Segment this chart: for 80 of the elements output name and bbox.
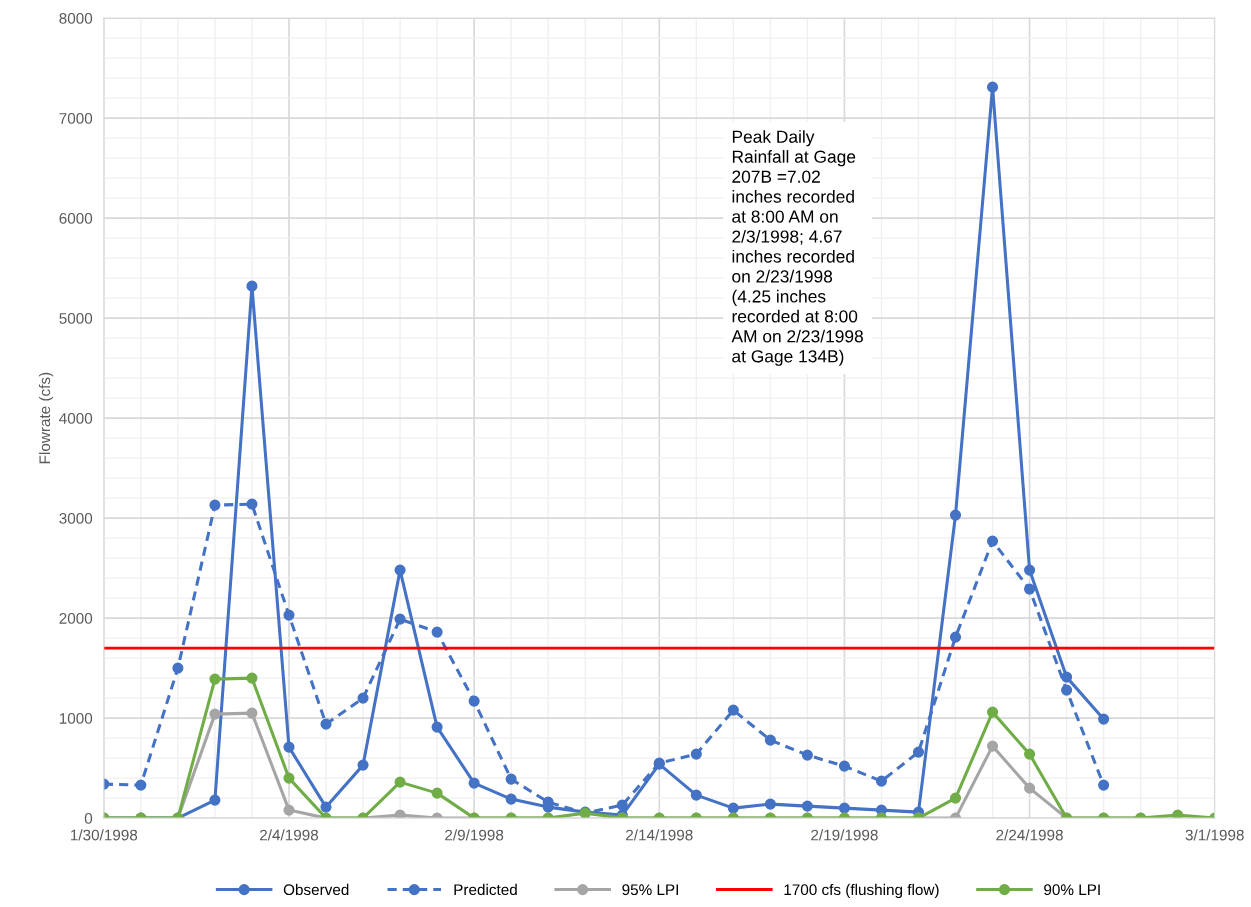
legend-label: 1700 cfs (flushing flow) — [784, 883, 939, 899]
point — [283, 772, 295, 784]
point — [1061, 671, 1073, 683]
point — [283, 609, 295, 621]
point — [431, 721, 443, 733]
point — [1061, 684, 1073, 696]
point — [838, 802, 850, 814]
point — [690, 789, 702, 801]
x-tick-label: 2/19/1998 — [811, 829, 878, 841]
point — [172, 662, 184, 674]
point — [986, 81, 999, 93]
point — [394, 613, 406, 625]
point — [801, 749, 813, 761]
y-tick-label: 2000 — [59, 612, 93, 624]
point — [727, 802, 739, 814]
point — [431, 626, 443, 638]
point — [209, 708, 221, 720]
point — [283, 741, 295, 753]
point — [246, 707, 258, 719]
point — [1024, 782, 1036, 794]
y-tick-label: 5000 — [59, 313, 93, 324]
point — [801, 800, 813, 812]
point — [727, 704, 739, 716]
point — [246, 672, 258, 684]
y-axis-title: Flowrate (cfs) — [38, 372, 54, 464]
x-tick-label: 1/30/1998 — [71, 829, 138, 841]
point — [357, 692, 369, 704]
point — [1172, 809, 1184, 819]
point — [320, 801, 332, 813]
y-tick-label: 1000 — [59, 712, 93, 724]
point — [1098, 779, 1110, 791]
x-tick-label: 2/14/1998 — [626, 829, 693, 841]
legend-label: 95% LPI — [622, 884, 678, 896]
point — [949, 792, 962, 804]
point — [283, 804, 295, 816]
point — [505, 793, 517, 805]
point — [1024, 748, 1036, 760]
point — [505, 773, 517, 785]
point — [209, 673, 221, 685]
point — [431, 787, 443, 799]
point — [690, 748, 702, 760]
y-tick-label: 6000 — [59, 213, 93, 224]
x-tick-label: 2/24/1998 — [996, 829, 1063, 841]
point — [135, 779, 147, 791]
point — [764, 734, 776, 746]
x-tick-label: 3/1/1998 — [1185, 829, 1244, 841]
point — [246, 498, 258, 510]
y-tick-label: 4000 — [59, 412, 93, 424]
point — [986, 535, 999, 547]
point — [209, 499, 221, 511]
point — [468, 777, 480, 789]
y-tick-label: 3000 — [59, 512, 93, 524]
point — [246, 280, 258, 292]
point — [616, 799, 628, 811]
text: Peak Daily Rainfall at Gage 207B =7.02 inches recorded at 8:00 AM on 2/3/1998; 4.67 inches recorded on 2/23/1998 (4.25 inches recorded at 8:00 AM on 2/23/1998 at Gage 134B) — [731, 130, 863, 366]
legend-label: 90% LPI — [1044, 884, 1100, 896]
point — [1024, 564, 1036, 576]
point — [1024, 583, 1036, 595]
x-tick-label: 2/4/1998 — [260, 829, 319, 841]
point — [320, 718, 332, 730]
y-tick-label: 0 — [84, 812, 93, 824]
point — [912, 746, 925, 758]
point — [986, 706, 999, 718]
point — [394, 564, 406, 576]
point — [986, 740, 999, 752]
legend-label: Predicted — [454, 883, 517, 896]
point — [209, 794, 221, 806]
y-tick-label: 8000 — [59, 13, 93, 24]
x-tick-label: 2/9/1998 — [445, 829, 504, 841]
point — [357, 759, 369, 771]
point — [949, 509, 962, 521]
point — [764, 798, 776, 810]
point — [1098, 713, 1110, 725]
legend-label: Observed — [283, 883, 349, 896]
point — [394, 776, 406, 788]
point — [838, 760, 850, 772]
point — [949, 631, 962, 643]
y-tick-label: 7000 — [59, 113, 93, 124]
point — [875, 775, 888, 787]
point — [468, 695, 480, 707]
